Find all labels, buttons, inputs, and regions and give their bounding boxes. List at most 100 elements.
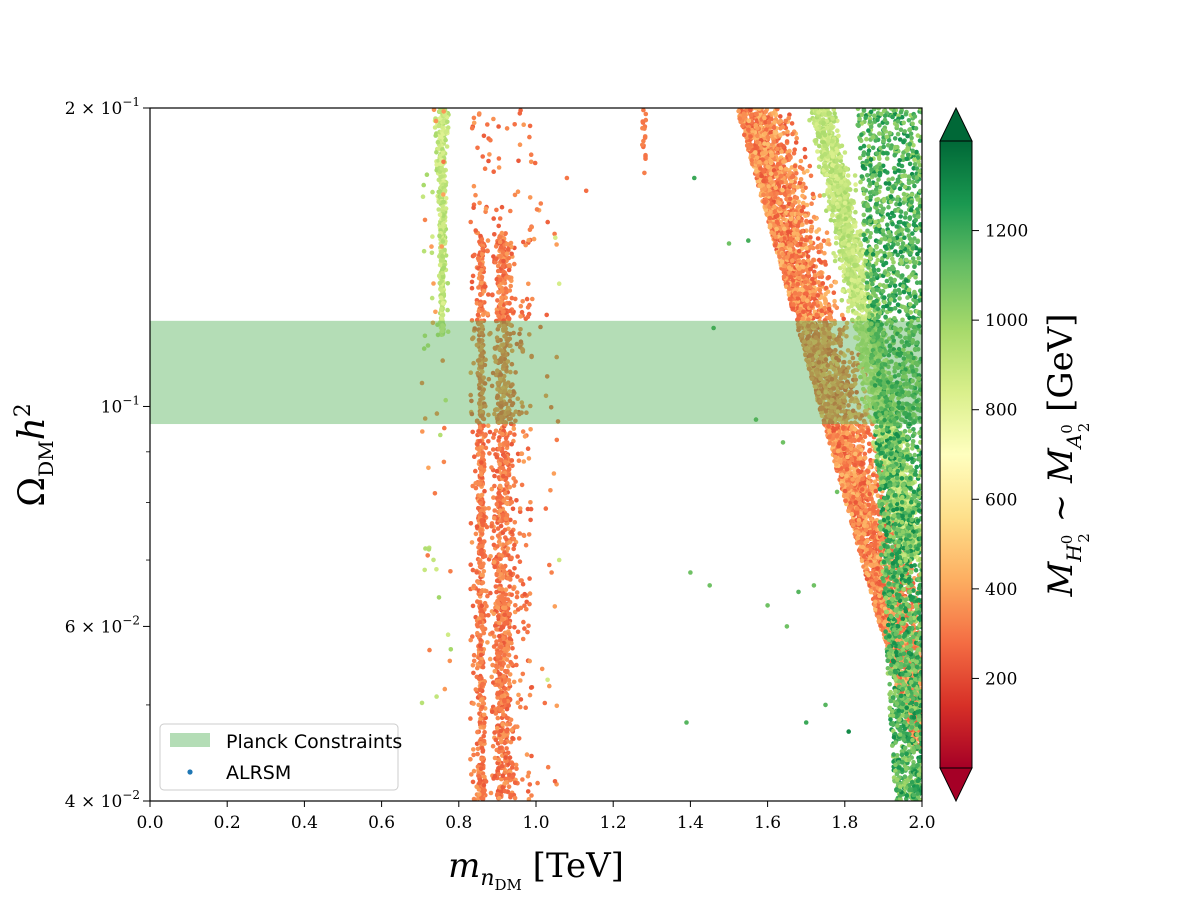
data-point (507, 262, 512, 268)
data-point (517, 506, 523, 511)
data-point (487, 152, 492, 157)
data-point (488, 554, 493, 559)
data-point (518, 605, 524, 611)
data-point (476, 545, 481, 550)
data-point (435, 332, 441, 338)
data-point (503, 755, 508, 760)
data-point (521, 122, 526, 127)
data-point (429, 295, 435, 301)
data-point (510, 646, 515, 651)
data-point (440, 239, 446, 244)
data-point (492, 669, 498, 674)
data-point (486, 506, 492, 511)
data-point (441, 221, 446, 227)
data-point (494, 256, 499, 262)
data-point (471, 752, 476, 758)
data-point (472, 454, 477, 460)
data-point (504, 126, 510, 131)
data-point (499, 594, 505, 600)
data-point (518, 578, 523, 583)
data-point (497, 283, 502, 289)
data-point (479, 237, 485, 242)
data-point (488, 590, 493, 596)
data-point (503, 459, 508, 465)
data-point (422, 217, 428, 223)
data-point (470, 273, 476, 279)
data-point (519, 309, 525, 315)
data-point (471, 701, 476, 706)
data-point (520, 671, 526, 677)
data-point (445, 329, 451, 335)
data-point (422, 416, 428, 421)
data-point (692, 175, 697, 181)
data-point (478, 697, 484, 703)
data-point (430, 189, 435, 195)
data-point (521, 619, 526, 625)
data-point (834, 489, 840, 495)
scatter-points (419, 108, 922, 801)
data-point (500, 431, 505, 437)
data-point (441, 109, 447, 114)
data-point (526, 238, 531, 243)
data-point (528, 152, 534, 157)
data-point (477, 560, 483, 565)
data-point (440, 312, 446, 318)
data-point (514, 594, 520, 600)
data-point (490, 743, 496, 749)
data-point (422, 333, 428, 339)
data-point (474, 446, 480, 451)
data-point (497, 661, 503, 666)
data-point (501, 712, 506, 717)
data-point (796, 589, 801, 595)
data-point (481, 783, 487, 788)
data-point (522, 626, 527, 631)
data-point (448, 647, 454, 652)
data-point (488, 137, 493, 143)
data-point (539, 666, 545, 672)
data-point (497, 556, 503, 562)
data-point (476, 773, 482, 779)
data-point (511, 679, 517, 685)
data-point (489, 523, 494, 529)
data-point (475, 729, 480, 735)
data-point (489, 709, 495, 714)
data-point (527, 576, 532, 581)
data-point (505, 495, 510, 501)
data-point (448, 569, 453, 574)
data-point (436, 207, 442, 212)
data-point (500, 466, 506, 471)
data-point (505, 546, 511, 551)
data-point (496, 601, 501, 606)
data-point (480, 580, 486, 585)
data-point (547, 562, 552, 568)
data-point (479, 460, 484, 465)
data-point (510, 774, 515, 780)
data-point (528, 506, 534, 512)
data-point (688, 570, 693, 575)
data-point (520, 636, 526, 642)
data-point (765, 603, 770, 608)
data-point (525, 446, 531, 452)
data-point (510, 735, 515, 741)
data-point (522, 591, 527, 597)
data-point (499, 587, 505, 592)
data-point (556, 557, 562, 563)
data-point (496, 490, 501, 496)
data-point (707, 583, 712, 588)
data-point (496, 678, 502, 684)
data-point (503, 440, 509, 446)
data-point (497, 671, 503, 677)
data-point (497, 638, 503, 643)
data-point (506, 631, 512, 637)
data-point (494, 207, 499, 213)
data-point (551, 471, 557, 476)
data-point (419, 700, 425, 706)
data-point (500, 785, 506, 790)
data-point (529, 793, 534, 798)
data-point (482, 729, 487, 735)
data-point (507, 721, 513, 727)
data-point (510, 761, 515, 767)
data-point (520, 299, 525, 304)
data-point (440, 274, 446, 280)
data-point (548, 488, 553, 493)
